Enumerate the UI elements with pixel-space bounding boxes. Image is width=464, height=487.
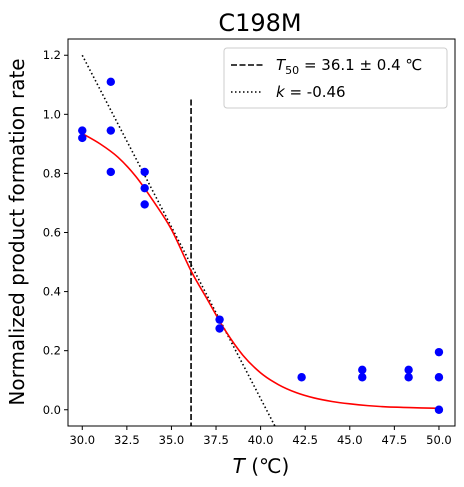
- legend-t50-label: T50 = 36.1 ± 0.4 ℃: [276, 56, 422, 77]
- legend-k-label: k = -0.46: [276, 83, 346, 101]
- data-point: [434, 347, 444, 357]
- data-point: [404, 365, 413, 375]
- x-tick-label: 42.5: [292, 433, 318, 447]
- legend-box: [223, 47, 448, 109]
- data-point: [78, 126, 87, 135]
- x-tick-label: 30.0: [69, 433, 95, 447]
- data-point: [358, 365, 367, 375]
- data-point: [140, 183, 149, 193]
- x-axis: 30.0 32.5 35.0 37.5 40.0 42.5 45.0 47.5 50.0: [69, 426, 452, 447]
- data-point: [140, 200, 149, 209]
- data-point: [106, 126, 116, 135]
- chart-title: C198M: [218, 9, 301, 37]
- legend-k-symbol: k: [276, 83, 286, 101]
- data-point: [434, 373, 444, 382]
- legend-t50-symbol: T: [276, 56, 287, 74]
- y-tick-label: 0.4: [43, 285, 61, 299]
- data-point: [358, 373, 367, 382]
- data-point: [404, 373, 413, 382]
- y-tick-label: 0.6: [43, 226, 61, 240]
- data-point: [297, 373, 306, 382]
- x-axis-title-symbol: T: [233, 454, 247, 478]
- data-point: [215, 324, 224, 333]
- data-point: [78, 133, 87, 143]
- x-tick-label: 40.0: [248, 433, 274, 447]
- data-point: [106, 77, 116, 87]
- x-tick-label: 45.0: [337, 433, 363, 447]
- x-axis-title: T (℃): [233, 454, 290, 478]
- x-tick-label: 32.5: [114, 433, 140, 447]
- y-axis: 0.0 0.2 0.4 0.6 0.8 1.0 1.2: [43, 48, 68, 417]
- data-point: [434, 405, 444, 414]
- data-point: [140, 167, 149, 177]
- x-tick-label: 47.5: [382, 433, 408, 447]
- x-tick-label: 50.0: [426, 433, 452, 447]
- x-tick-label: 35.0: [159, 433, 185, 447]
- y-tick-label: 0.2: [43, 344, 61, 358]
- fit-curve: [81, 132, 439, 410]
- legend-t50-value: = 36.1 ± 0.4 ℃: [299, 56, 422, 74]
- legend: T50 = 36.1 ± 0.4 ℃ k = -0.46: [223, 47, 448, 109]
- x-tick-label: 37.5: [203, 433, 229, 447]
- legend-t50-subscript: 50: [285, 64, 299, 77]
- y-tick-label: 1.0: [43, 107, 61, 121]
- legend-k-value: = -0.46: [285, 83, 346, 101]
- y-tick-label: 1.2: [43, 48, 61, 62]
- y-tick-label: 0.8: [43, 166, 61, 180]
- data-point: [215, 315, 224, 324]
- x-axis-title-unit: (℃): [245, 454, 289, 478]
- y-tick-label: 0.0: [43, 403, 61, 417]
- y-axis-title: Normalized product formation rate: [5, 58, 29, 405]
- plot-layer: [78, 54, 444, 427]
- slope-line: [81, 54, 276, 427]
- data-point: [106, 167, 116, 177]
